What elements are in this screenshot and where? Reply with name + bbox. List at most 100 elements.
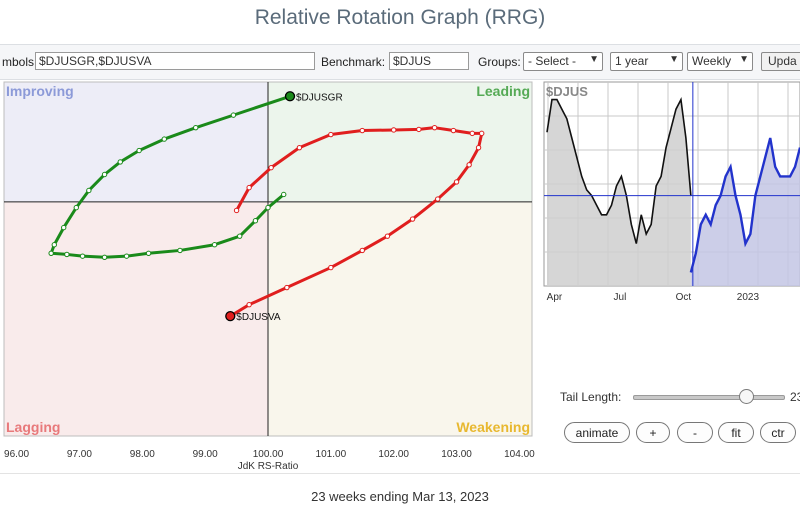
series-point bbox=[453, 179, 460, 185]
price-x-tick-label: Apr bbox=[547, 292, 563, 303]
series-point bbox=[73, 204, 79, 211]
frequency-select-value: Weekly bbox=[692, 54, 732, 68]
series-label: $DJUSGR bbox=[296, 92, 343, 103]
series-point bbox=[328, 264, 334, 271]
series-point bbox=[252, 218, 259, 224]
series-point bbox=[51, 242, 57, 248]
period-select-value: 1 year bbox=[615, 54, 649, 68]
series-point bbox=[359, 127, 365, 134]
series-point bbox=[123, 253, 130, 259]
x-tick-label: 100.00 bbox=[253, 449, 284, 460]
series-point bbox=[296, 144, 303, 151]
tail-length-value: 23 bbox=[790, 390, 800, 404]
x-axis-label: JdK RS-Ratio bbox=[238, 461, 299, 472]
series-point bbox=[431, 124, 438, 131]
series-point bbox=[409, 216, 416, 222]
series-point bbox=[284, 284, 290, 291]
series-point bbox=[479, 130, 485, 137]
series-point bbox=[48, 250, 54, 256]
series-point bbox=[359, 247, 365, 254]
zoom-out-button[interactable]: - bbox=[677, 422, 713, 443]
series-point bbox=[246, 301, 252, 308]
frequency-select[interactable]: Weekly ▼ bbox=[687, 52, 753, 71]
groups-select[interactable]: - Select - ▼ bbox=[523, 52, 603, 71]
tail-length-slider[interactable] bbox=[633, 395, 785, 400]
x-tick-label: 104.00 bbox=[504, 449, 535, 460]
quadrant-label-leading: Leading bbox=[476, 83, 530, 99]
divider bbox=[0, 473, 800, 474]
series-point bbox=[384, 233, 391, 239]
series-head-marker bbox=[284, 91, 296, 102]
groups-select-value: - Select - bbox=[528, 54, 577, 68]
series-point bbox=[265, 204, 271, 211]
price-area-history bbox=[547, 99, 691, 286]
chevron-down-icon: ▼ bbox=[739, 54, 749, 65]
price-x-tick-label: Oct bbox=[676, 292, 692, 303]
series-point bbox=[101, 254, 108, 260]
period-select[interactable]: 1 year ▼ bbox=[610, 52, 683, 71]
quadrant-improving bbox=[4, 82, 268, 202]
series-point bbox=[328, 131, 334, 138]
toolbar: mbols: $DJUSGR,$DJUSVA Benchmark: $DJUS … bbox=[0, 44, 800, 80]
series-point bbox=[466, 162, 472, 168]
x-tick-label: 103.00 bbox=[441, 449, 472, 460]
symbols-label: mbols: bbox=[2, 55, 38, 69]
quadrant-weakening bbox=[268, 201, 532, 436]
series-point bbox=[246, 184, 252, 191]
price-line-tail bbox=[689, 137, 800, 273]
series-point bbox=[136, 147, 142, 154]
x-tick-label: 98.00 bbox=[130, 449, 155, 460]
chevron-down-icon: ▼ bbox=[589, 54, 599, 65]
series-head-marker bbox=[225, 310, 236, 322]
series-point bbox=[237, 233, 243, 239]
series-point bbox=[145, 250, 152, 256]
benchmark-label: Benchmark: bbox=[321, 55, 386, 69]
quadrant-label-weakening: Weakening bbox=[456, 419, 530, 435]
page-title: Relative Rotation Graph (RRG) bbox=[254, 6, 546, 29]
series-point bbox=[475, 144, 482, 151]
benchmark-price-chart: $DJUS Apr Jul Oct 2023 bbox=[543, 81, 800, 303]
series-point bbox=[211, 242, 218, 248]
x-tick-label: 99.00 bbox=[193, 449, 218, 460]
series-point bbox=[86, 187, 92, 194]
center-button[interactable]: ctr bbox=[760, 422, 796, 443]
series-point bbox=[233, 207, 240, 214]
series-point bbox=[177, 247, 183, 254]
x-tick-label: 101.00 bbox=[316, 449, 347, 460]
series-point bbox=[64, 251, 70, 258]
series-point bbox=[161, 136, 167, 142]
period-caption: 23 weeks ending Mar 13, 2023 bbox=[311, 489, 489, 504]
price-x-tick-label: Jul bbox=[614, 292, 627, 303]
price-chart-title: $DJUS bbox=[546, 84, 588, 99]
series-point bbox=[416, 126, 422, 133]
series-point bbox=[230, 112, 237, 118]
series-point bbox=[268, 164, 274, 171]
tail-length-label: Tail Length: bbox=[560, 390, 622, 404]
price-x-tick-label: 2023 bbox=[737, 292, 760, 303]
x-tick-label: 102.00 bbox=[378, 449, 409, 460]
chevron-down-icon: ▼ bbox=[669, 54, 679, 65]
series-point bbox=[391, 127, 397, 133]
groups-label: Groups: bbox=[478, 55, 521, 69]
series-point bbox=[450, 127, 457, 134]
series-point bbox=[435, 196, 441, 202]
benchmark-input[interactable]: $DJUS bbox=[389, 52, 469, 70]
tail-length-slider-handle[interactable] bbox=[739, 389, 754, 404]
quadrant-label-improving: Improving bbox=[6, 83, 74, 99]
x-tick-label: 96.00 bbox=[4, 449, 29, 460]
series-point bbox=[101, 171, 108, 178]
symbols-input[interactable]: $DJUSGR,$DJUSVA bbox=[35, 52, 315, 70]
x-tick-label: 97.00 bbox=[67, 449, 92, 460]
update-button[interactable]: Upda bbox=[761, 52, 800, 71]
fit-button[interactable]: fit bbox=[718, 422, 754, 443]
price-area-tail bbox=[690, 138, 800, 286]
series-point bbox=[79, 253, 86, 259]
zoom-in-button[interactable]: + bbox=[636, 422, 670, 443]
series-point bbox=[469, 130, 475, 137]
rrg-chart[interactable]: Improving Leading Lagging Weakening 96.00 97.… bbox=[0, 80, 536, 475]
animate-button[interactable]: animate bbox=[564, 422, 630, 443]
series-point bbox=[281, 191, 287, 198]
series-point bbox=[117, 159, 123, 165]
series-point bbox=[61, 224, 67, 231]
series-point bbox=[193, 124, 199, 131]
